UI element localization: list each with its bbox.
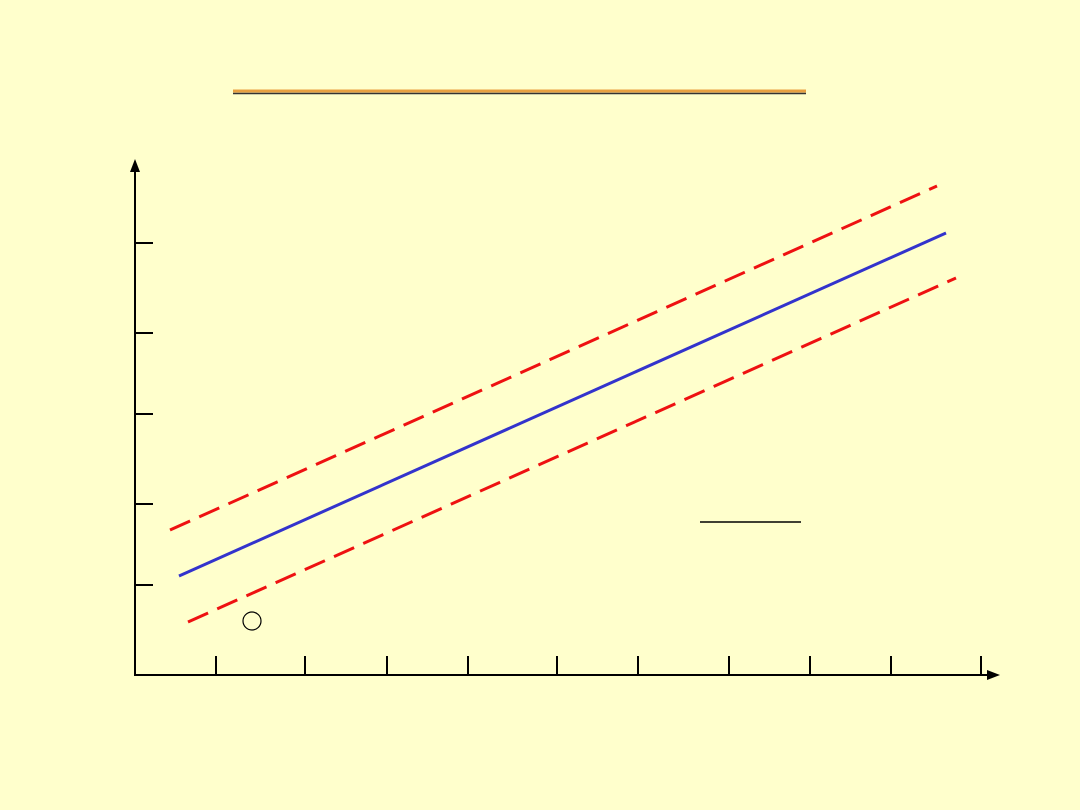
upper-bound-line	[169, 184, 938, 532]
regression-line	[178, 231, 947, 578]
axes	[134, 168, 992, 676]
lower-bound-line	[187, 276, 957, 624]
x-axis-arrow	[987, 670, 1000, 680]
y-axis-arrow	[130, 159, 140, 172]
point-marker	[242, 611, 262, 631]
